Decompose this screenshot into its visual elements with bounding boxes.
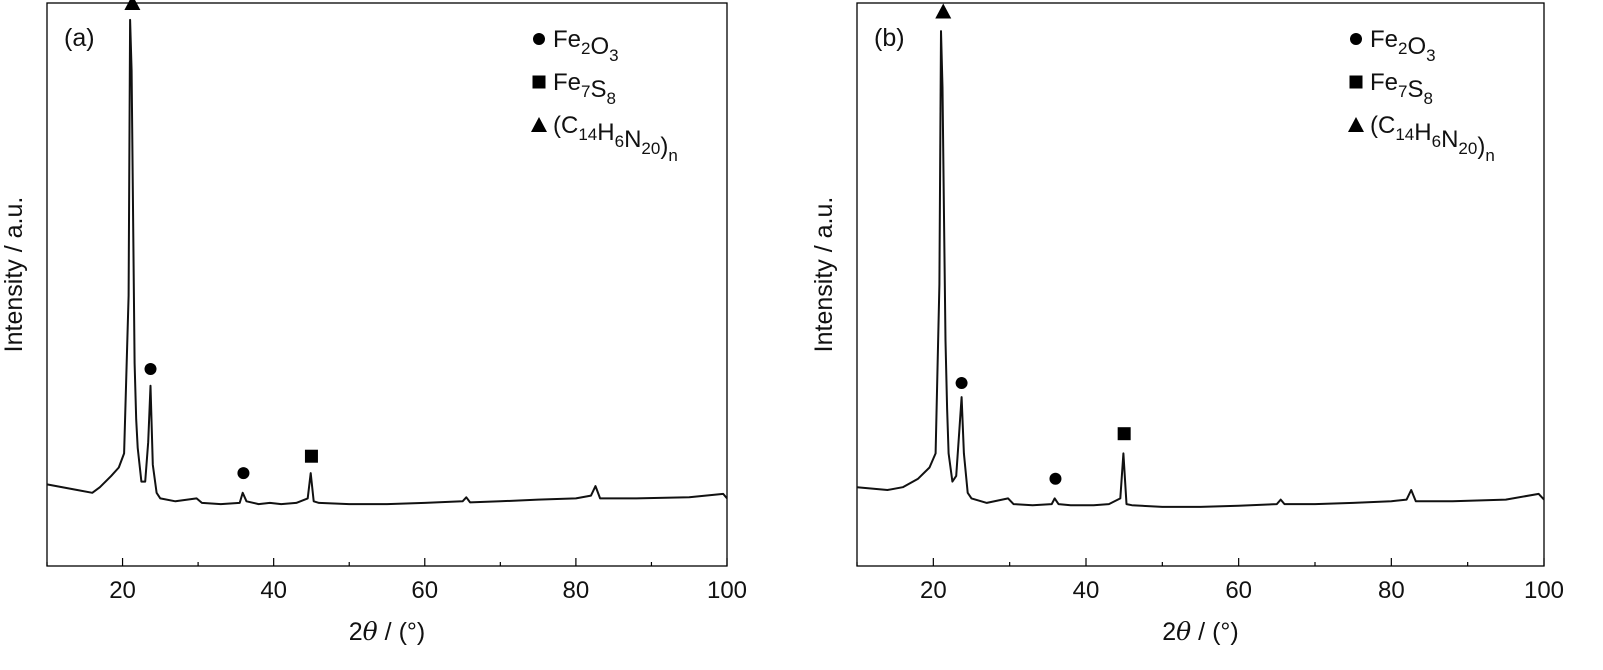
legend-label: (C14H6N20)n <box>553 112 678 165</box>
x-tick-label: 80 <box>1378 577 1405 604</box>
x-tick-label: 20 <box>920 577 947 604</box>
x-axis-title: 2θ / (°) <box>1162 617 1238 646</box>
peak-marker-triangle <box>935 3 952 19</box>
plot-frame <box>46 2 728 567</box>
x-tick-label: 100 <box>1524 577 1564 604</box>
peak-marker-square <box>1117 427 1131 441</box>
peak-marker-circle <box>237 467 250 480</box>
peak-marker-triangle <box>124 0 141 10</box>
chart-panel-a: 20 40 60 80 100 2θ / (°) Intensity / a.u. (a) Fe… <box>0 0 747 646</box>
x-tick-label: 80 <box>563 577 590 604</box>
legend-marker-triangle <box>531 117 547 132</box>
y-axis-title: Intensity / a.u. <box>0 197 28 353</box>
x-tick-label: 100 <box>707 577 747 604</box>
peak-marker-circle <box>144 362 157 375</box>
legend-label: Fe7S8 <box>553 69 616 108</box>
legend-label: Fe7S8 <box>1370 69 1433 108</box>
xrd-pattern-line <box>856 30 1545 508</box>
legend-label: (C14H6N20)n <box>1370 112 1495 165</box>
legend-label: Fe2O3 <box>1370 26 1436 65</box>
y-axis-title: Intensity / a.u. <box>810 197 838 353</box>
legend-marker-circle <box>1350 33 1362 45</box>
peak-marker-square <box>304 449 318 463</box>
peak-marker-circle <box>1049 472 1062 485</box>
legend-marker-triangle <box>1348 117 1364 132</box>
panel-label: (a) <box>64 24 95 52</box>
xrd-pattern-line <box>46 18 728 506</box>
peak-marker-circle <box>955 377 968 390</box>
x-tick-label: 60 <box>1225 577 1252 604</box>
panel-label: (b) <box>874 24 905 52</box>
x-tick-label: 40 <box>260 577 287 604</box>
legend-marker-circle <box>533 33 545 45</box>
x-axis-title: 2θ / (°) <box>349 617 425 646</box>
legend-marker-square <box>1349 75 1363 89</box>
chart-panel-b: 20 40 60 80 100 2θ / (°) Intensity / a.u. (b) Fe… <box>810 2 1564 646</box>
plot-frame <box>856 2 1545 567</box>
legend-marker-square <box>532 75 546 89</box>
x-tick-label: 20 <box>109 577 136 604</box>
x-tick-label: 40 <box>1073 577 1100 604</box>
legend-label: Fe2O3 <box>553 26 619 65</box>
x-tick-label: 60 <box>411 577 438 604</box>
